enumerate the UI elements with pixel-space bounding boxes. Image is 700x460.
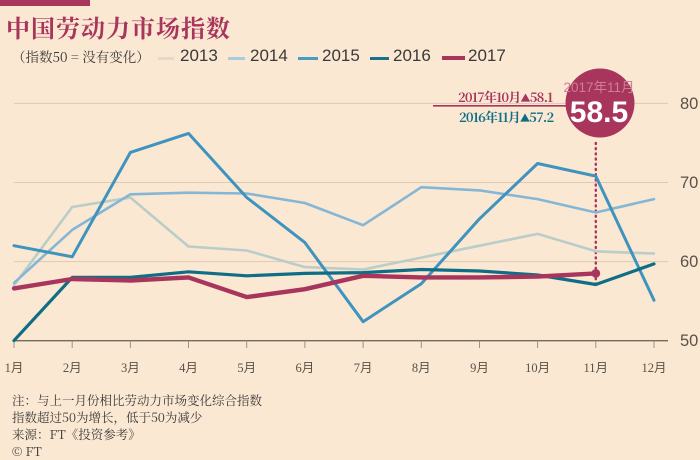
svg-text:70: 70 xyxy=(680,174,698,192)
svg-text:5月: 5月 xyxy=(237,361,256,375)
svg-text:9月: 9月 xyxy=(470,361,489,375)
svg-text:2月: 2月 xyxy=(63,361,82,375)
svg-text:60: 60 xyxy=(680,253,698,271)
svg-text:7月: 7月 xyxy=(354,361,373,375)
svg-text:11月: 11月 xyxy=(584,361,609,375)
svg-text:1月: 1月 xyxy=(5,361,24,375)
svg-text:50: 50 xyxy=(680,332,698,350)
svg-text:58.5: 58.5 xyxy=(570,96,628,129)
svg-text:4月: 4月 xyxy=(179,361,198,375)
svg-text:80: 80 xyxy=(680,95,698,113)
svg-text:12月: 12月 xyxy=(641,361,666,375)
svg-text:8月: 8月 xyxy=(412,361,431,375)
svg-text:6月: 6月 xyxy=(296,361,315,375)
svg-text:3月: 3月 xyxy=(121,361,140,375)
svg-text:2017年11月: 2017年11月 xyxy=(563,80,634,95)
svg-text:10月: 10月 xyxy=(525,361,550,375)
